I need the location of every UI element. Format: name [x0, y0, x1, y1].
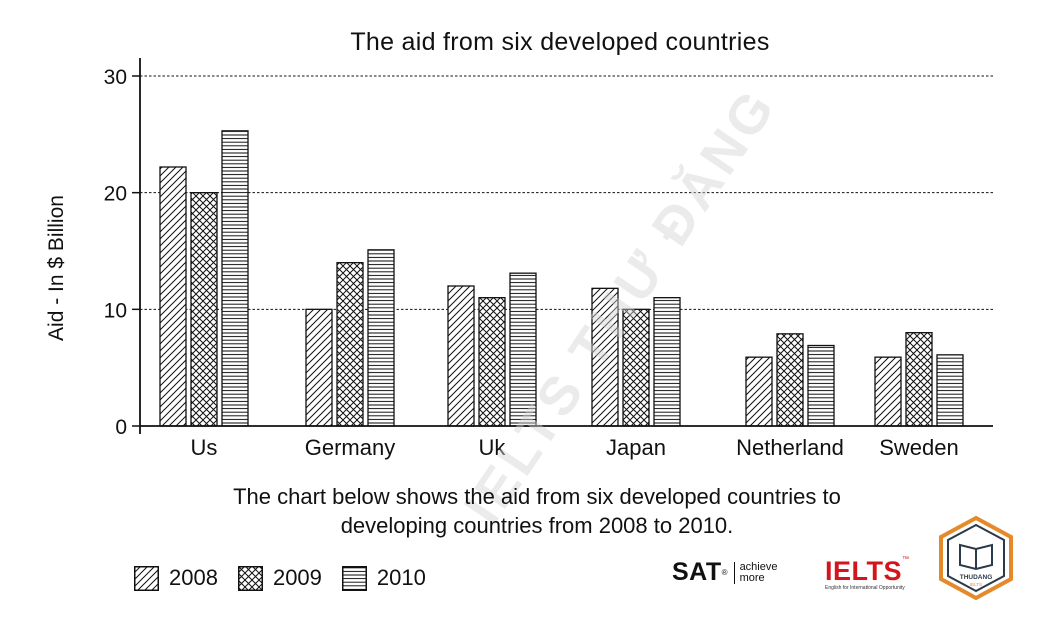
ielts-tagline: English for International Opportunity	[825, 585, 905, 591]
bar-japan-2010	[653, 297, 681, 427]
bar-germany-2008	[305, 308, 333, 427]
sat-registered-mark: ®	[721, 568, 728, 577]
bar-sweden-2009	[905, 332, 933, 427]
bar-uk-2009	[478, 297, 506, 427]
caption-line-1: The chart below shows the aid from six d…	[233, 484, 841, 509]
legend-label: 2009	[272, 565, 322, 590]
caption-line-2: developing countries from 2008 to 2010.	[340, 513, 734, 538]
y-axis-label: Aid - In $ Billion	[45, 195, 68, 341]
legend-swatch-crosshatch	[237, 565, 263, 591]
ielts-logo: IELTS™ English for International Opportu…	[825, 556, 909, 591]
bar-netherland-2009	[776, 333, 804, 427]
y-tick-label: 0	[115, 416, 127, 439]
y-tick-label: 30	[104, 66, 127, 89]
y-tick-label: 10	[104, 299, 127, 322]
legend-label: 2010	[376, 565, 426, 590]
bar-uk-2008	[447, 285, 475, 427]
x-tick-label: Germany	[305, 435, 395, 460]
thudang-badge-icon: THUDANG IELTS	[939, 515, 1013, 601]
legend-swatch-horizontal	[341, 565, 367, 591]
tick-labels: 0 10 20 30 Us Germany Uk Japan Netherland Sweden	[104, 66, 959, 460]
legend-item-2008: 2008	[134, 565, 218, 591]
bars	[159, 130, 964, 427]
bar-japan-2008	[591, 287, 619, 427]
legend-swatch-diagonal	[134, 565, 159, 591]
y-tick-label: 20	[104, 183, 127, 206]
gridlines	[140, 75, 993, 310]
legend-label: 2008	[169, 565, 218, 590]
sat-tagline-2: more	[739, 571, 765, 584]
chart-caption: The chart below shows the aid from six d…	[0, 482, 1056, 540]
sat-logo: SAT ® achieve more	[672, 558, 777, 587]
bar-netherland-2008	[745, 356, 773, 427]
legend: 2008 2009 2010	[134, 565, 446, 591]
ielts-trademark: ™	[902, 556, 910, 563]
x-tick-label: Japan	[606, 435, 666, 460]
sat-wordmark: SAT	[672, 558, 722, 586]
x-tick-label: Uk	[479, 435, 507, 460]
x-tick-label: Us	[191, 435, 218, 460]
axes	[132, 58, 993, 434]
bar-sweden-2010	[936, 354, 964, 427]
chart-title: The aid from six developed countries	[350, 28, 770, 56]
ielts-wordmark: IELTS	[825, 556, 903, 586]
bar-us-2008	[159, 166, 187, 427]
bar-germany-2010	[367, 249, 395, 427]
badge-subtext: IELTS	[970, 582, 982, 587]
x-tick-label: Netherland	[736, 435, 844, 460]
bar-germany-2009	[336, 262, 364, 427]
badge-text: THUDANG	[960, 574, 993, 581]
legend-item-2009: 2009	[237, 565, 322, 591]
bar-japan-2009	[622, 308, 650, 427]
bar-netherland-2010	[807, 344, 835, 427]
bar-us-2010	[221, 130, 249, 427]
bar-us-2009	[190, 192, 218, 427]
bar-sweden-2008	[874, 356, 902, 427]
sat-tagline: achieve more	[733, 560, 778, 584]
x-tick-label: Sweden	[879, 435, 959, 460]
bar-uk-2010	[509, 272, 537, 427]
sat-tagline-1: achieve	[739, 560, 778, 573]
legend-item-2010: 2010	[341, 565, 426, 591]
